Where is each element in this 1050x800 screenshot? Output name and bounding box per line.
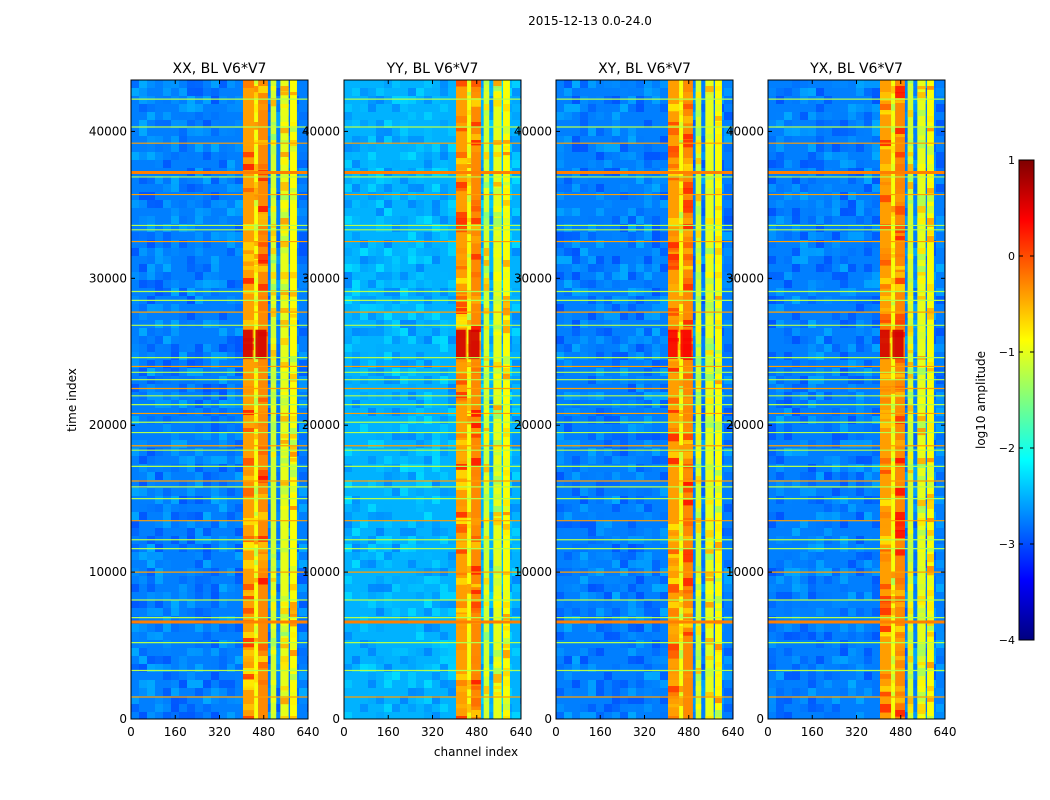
x-tick-label: 0 [127, 725, 135, 739]
x-tick-label: 160 [589, 725, 612, 739]
y-tick-label: 40000 [302, 124, 340, 138]
y-tick-label: 40000 [726, 124, 764, 138]
colorbar-tick-label: −1 [999, 346, 1015, 359]
x-tick-label: 320 [633, 725, 656, 739]
y-tick-label: 10000 [89, 565, 127, 579]
panel-title: XX, BL V6*V7 [173, 61, 267, 77]
colorbar-tick-label: 0 [1008, 250, 1015, 263]
heatmap-image [556, 80, 733, 719]
y-axis-label: time index [65, 368, 79, 432]
x-tick-label: 320 [845, 725, 868, 739]
y-tick-label: 40000 [514, 124, 552, 138]
heatmap-panel-4: YX, BL V6*V7 0 160 320 480 640 0 10000 20000 3000… [726, 61, 957, 739]
x-tick-label: 480 [677, 725, 700, 739]
channel-band [243, 80, 255, 719]
y-tick-label: 20000 [514, 418, 552, 432]
x-tick-label: 480 [889, 725, 912, 739]
y-tick-label: 30000 [89, 271, 127, 285]
channel-band [927, 80, 934, 719]
flare-region [468, 329, 480, 360]
flare-region [456, 329, 466, 360]
x-tick-label: 320 [208, 725, 231, 739]
flare-region [892, 329, 904, 360]
colorbar-tick-label: −3 [999, 538, 1015, 551]
flare-region [255, 329, 267, 360]
panel-title: YY, BL V6*V7 [386, 61, 479, 77]
y-tick-label: 10000 [514, 565, 552, 579]
flare-region [668, 329, 678, 360]
channel-band [290, 80, 297, 719]
channel-band [503, 80, 510, 719]
y-tick-label: 0 [756, 712, 764, 726]
x-tick-label: 0 [552, 725, 560, 739]
heatmap-image [344, 80, 521, 719]
x-tick-label: 480 [465, 725, 488, 739]
colorbar-gradient [1018, 159, 1035, 641]
x-axis-label: channel index [434, 745, 518, 759]
colorbar-tick-label: 1 [1008, 154, 1015, 167]
channel-band [679, 80, 684, 719]
x-tick-label: 160 [801, 725, 824, 739]
x-tick-label: 640 [510, 725, 533, 739]
y-tick-label: 20000 [302, 418, 340, 432]
x-tick-label: 480 [252, 725, 275, 739]
panel-title: YX, BL V6*V7 [809, 61, 903, 77]
x-tick-label: 0 [764, 725, 772, 739]
heatmap-panel-2: YY, BL V6*V7 0 160 320 480 640 0 10000 20000 3000… [302, 61, 533, 739]
channel-band [471, 80, 481, 719]
panels-group: XX, BL V6*V7 0 160 320 480 640 0 10000 20000 3000… [89, 61, 957, 739]
flare-region [243, 329, 253, 360]
heatmap-image [768, 80, 945, 719]
x-tick-label: 320 [421, 725, 444, 739]
y-tick-label: 20000 [89, 418, 127, 432]
colorbar-label: log10 amplitude [974, 351, 988, 449]
channel-band [895, 80, 905, 719]
x-tick-label: 640 [934, 725, 957, 739]
y-tick-label: 0 [544, 712, 552, 726]
y-tick-label: 20000 [726, 418, 764, 432]
heatmap-panel-3: XY, BL V6*V7 0 160 320 480 640 0 10000 20000 3000… [514, 61, 745, 739]
panel-title: XY, BL V6*V7 [598, 61, 691, 77]
y-tick-label: 30000 [302, 271, 340, 285]
channel-band [907, 80, 914, 719]
x-tick-label: 640 [722, 725, 745, 739]
colorbar-tick-label: −2 [999, 442, 1015, 455]
x-tick-label: 0 [340, 725, 348, 739]
x-tick-label: 640 [297, 725, 320, 739]
heatmap-image [131, 80, 308, 719]
x-tick-label: 160 [164, 725, 187, 739]
y-tick-label: 10000 [302, 565, 340, 579]
colorbar: 1 0 −1 −2 −3 −4 log10 amplitude [974, 154, 1035, 647]
flare-region [880, 329, 890, 360]
y-tick-label: 30000 [726, 271, 764, 285]
y-tick-label: 40000 [89, 124, 127, 138]
colorbar-tick-label: −4 [999, 634, 1015, 647]
y-tick-label: 0 [332, 712, 340, 726]
channel-band [270, 80, 277, 719]
heatmap-panel-1: XX, BL V6*V7 0 160 320 480 640 0 10000 20000 3000… [89, 61, 320, 739]
figure-suptitle: 2015-12-13 0.0-24.0 [528, 14, 652, 28]
y-tick-label: 10000 [726, 565, 764, 579]
x-tick-label: 160 [377, 725, 400, 739]
y-tick-label: 0 [119, 712, 127, 726]
y-tick-label: 30000 [514, 271, 552, 285]
flare-region [680, 329, 692, 360]
